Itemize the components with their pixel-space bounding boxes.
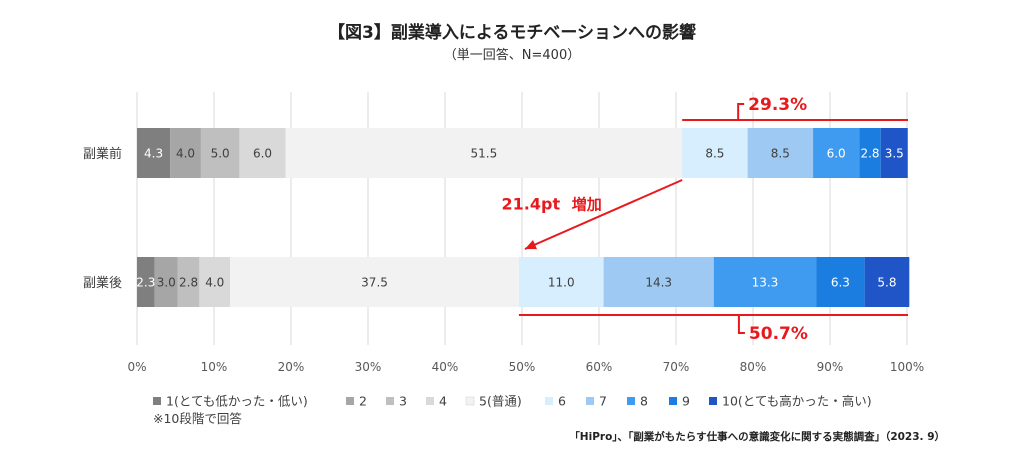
data-label: 2.8 bbox=[179, 276, 198, 290]
bar-segment bbox=[682, 128, 748, 178]
data-label: 5.0 bbox=[211, 147, 230, 161]
legend-swatch bbox=[586, 397, 594, 405]
data-label: 6.0 bbox=[827, 147, 846, 161]
bar-segment bbox=[199, 257, 231, 307]
legend-swatch bbox=[153, 397, 161, 405]
before-total-label: 29.3% bbox=[748, 95, 807, 115]
data-label: 11.0 bbox=[548, 276, 575, 290]
bar-segment bbox=[285, 128, 683, 178]
x-tick-label: 70% bbox=[663, 360, 690, 374]
increase-arrow-head bbox=[524, 240, 538, 250]
bar-segment bbox=[864, 257, 910, 307]
before-bracket-callout bbox=[737, 103, 745, 120]
legend-label: 7 bbox=[599, 394, 607, 409]
legend: 1(とても低かった・低い) 2 3 4 5(普通) 6 7 8 9 10(とても高かった・高い) bbox=[153, 394, 872, 409]
data-label: 13.3 bbox=[752, 276, 779, 290]
category-label: 副業前 bbox=[83, 146, 122, 162]
bar-segment bbox=[813, 128, 860, 178]
increase-label: 21.4pt 増加 bbox=[502, 195, 602, 214]
data-label: 6.0 bbox=[253, 147, 272, 161]
x-tick-label: 10% bbox=[201, 360, 228, 374]
bar-segment bbox=[230, 257, 519, 307]
footnote: ※10段階で回答 bbox=[153, 411, 242, 426]
legend-swatch bbox=[545, 397, 553, 405]
increase-arrow-line bbox=[524, 179, 683, 250]
bar-segment bbox=[603, 257, 714, 307]
legend-swatch bbox=[386, 397, 394, 405]
bar-segment bbox=[747, 128, 814, 178]
data-label: 2.8 bbox=[860, 147, 879, 161]
bar-segment bbox=[518, 257, 604, 307]
bar-segment bbox=[137, 257, 155, 307]
x-tick-label: 90% bbox=[817, 360, 844, 374]
x-tick-label: 100% bbox=[890, 360, 924, 374]
legend-swatch bbox=[465, 396, 475, 406]
increase-value: 21.4pt bbox=[502, 195, 561, 214]
data-label: 6.3 bbox=[831, 276, 850, 290]
annotations: 29.3% 50.7% 21.4pt 増加 bbox=[502, 95, 908, 344]
bar-segment bbox=[177, 257, 200, 307]
category-label: 副業後 bbox=[83, 275, 122, 291]
x-tick-label: 0% bbox=[127, 360, 146, 374]
bar-segment bbox=[859, 128, 881, 178]
data-label: 37.5 bbox=[361, 276, 388, 290]
x-tick-label: 30% bbox=[355, 360, 382, 374]
data-label: 8.5 bbox=[771, 147, 790, 161]
bar-segment bbox=[713, 257, 817, 307]
bar-segment bbox=[170, 128, 201, 178]
after-total-label: 50.7% bbox=[749, 324, 808, 344]
legend-label: 6 bbox=[558, 394, 566, 409]
legend-label: 2 bbox=[359, 394, 367, 409]
data-label: 3.0 bbox=[157, 276, 176, 290]
data-label: 4.0 bbox=[176, 147, 195, 161]
after-bracket-callout bbox=[737, 315, 745, 334]
data-label: 51.5 bbox=[471, 147, 498, 161]
data-label: 5.8 bbox=[877, 276, 896, 290]
bar-segment bbox=[816, 257, 865, 307]
legend-label: 10(とても高かった・高い) bbox=[722, 394, 872, 409]
legend-label: 3 bbox=[399, 394, 407, 409]
bar-segment bbox=[200, 128, 240, 178]
legend-label: 9 bbox=[682, 394, 690, 409]
x-tick-label: 50% bbox=[509, 360, 536, 374]
chart-subtitle: （単一回答、N=400） bbox=[444, 47, 580, 63]
legend-label: 4 bbox=[439, 394, 447, 409]
legend-label: 1(とても低かった・低い) bbox=[166, 394, 308, 409]
bar-segment bbox=[880, 128, 908, 178]
x-tick-label: 60% bbox=[586, 360, 613, 374]
legend-swatch bbox=[426, 397, 434, 405]
data-label: 4.3 bbox=[144, 147, 163, 161]
x-tick-label: 20% bbox=[278, 360, 305, 374]
data-label: 8.5 bbox=[705, 147, 724, 161]
legend-label: 5(普通) bbox=[479, 394, 522, 409]
legend-label: 8 bbox=[640, 394, 648, 409]
increase-word: 増加 bbox=[572, 196, 602, 214]
legend-swatch bbox=[627, 397, 635, 405]
legend-swatch bbox=[709, 397, 717, 405]
bar-segment bbox=[154, 257, 178, 307]
legend-swatch bbox=[346, 397, 354, 405]
x-tick-label: 80% bbox=[740, 360, 767, 374]
x-tick-label: 40% bbox=[432, 360, 459, 374]
source-citation: 「HiPro」、「副業がもたらす仕事への意識変化に関する実態調査」（2023. … bbox=[569, 430, 945, 443]
data-label: 3.5 bbox=[885, 147, 904, 161]
bars: 4.3 4.0 5.0 6.0 51.5 8.5 8.5 6.0 2.8 3.52.3 3.0 2.8… bbox=[136, 128, 910, 307]
data-label: 4.0 bbox=[205, 276, 224, 290]
data-label: 14.3 bbox=[645, 276, 672, 290]
bar-segment bbox=[239, 128, 286, 178]
chart-title: 【図3】副業導入によるモチベーションへの影響 bbox=[328, 22, 696, 43]
x-axis-ticks: 0% 10% 20% 30% 40% 50% 60% 70% 80% 90% 100% bbox=[127, 360, 924, 374]
legend-swatch bbox=[669, 397, 677, 405]
data-label: 2.3 bbox=[136, 276, 155, 290]
bar-segment bbox=[137, 128, 171, 178]
